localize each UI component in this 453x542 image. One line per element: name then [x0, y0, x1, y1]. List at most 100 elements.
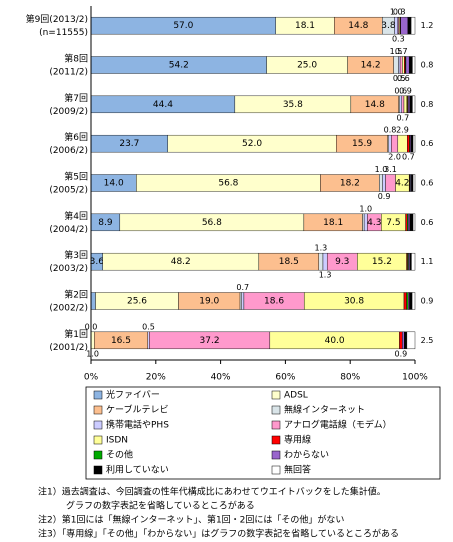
data-label: 1.0: [375, 165, 388, 174]
legend-swatch: [271, 450, 281, 460]
bar-segment: [409, 292, 413, 310]
data-label: 25.6: [127, 297, 147, 307]
data-label: 1.3: [315, 244, 328, 253]
data-label: 56.8: [202, 218, 222, 228]
legend-swatch: [271, 405, 281, 415]
bar-segment: [399, 56, 403, 74]
bar-segment: [412, 95, 416, 114]
data-label: 3.8: [381, 21, 396, 31]
note: 注2）第1回には「無線インターネット」、第1回・2回には「その他」がない: [38, 514, 344, 526]
bar-segment: [239, 292, 242, 310]
bar-segment: [409, 95, 413, 114]
data-label: 18.6: [264, 297, 284, 307]
bar-segment: [412, 56, 416, 74]
legend-swatch: [93, 390, 103, 400]
bar-segment: [403, 95, 408, 114]
data-label: 0.3: [392, 35, 405, 44]
data-label: 1.5: [390, 47, 403, 56]
legend-label: 携帯電話やPHS: [106, 419, 169, 431]
bar-segment: [409, 252, 412, 271]
bar-segment: [362, 213, 365, 232]
category-label: (2011/2): [49, 68, 88, 78]
x-tick-label: 60%: [275, 373, 295, 383]
legend-box: [85, 386, 441, 480]
category-label: 第8回: [64, 53, 88, 65]
data-label: 7.5: [386, 218, 400, 228]
bar-segment: [399, 95, 402, 114]
category-label: 第7回: [64, 92, 88, 104]
data-label: 0.7: [236, 283, 249, 292]
x-tick-label: 80%: [340, 373, 360, 383]
bar-segment: [322, 252, 328, 271]
bar-segment: [410, 134, 414, 153]
category-label: 第1回: [64, 328, 88, 340]
data-label: 2.0: [388, 153, 401, 162]
data-label: 14.8: [348, 21, 368, 31]
bar-segment: [401, 95, 405, 114]
category-label: 第3回: [64, 249, 88, 261]
data-label: 0.7: [402, 153, 415, 162]
bar-segment: [407, 16, 412, 35]
data-label: 14.8: [365, 100, 385, 110]
data-label: 0.5: [142, 322, 155, 331]
category-label: (2001/2): [49, 343, 88, 353]
data-label: 2.5: [421, 336, 434, 345]
data-label: 25.0: [297, 61, 317, 71]
bar-segment: [409, 213, 414, 232]
data-label: 23.7: [119, 139, 139, 149]
category-label: (2003/2): [49, 264, 88, 274]
legend-label: 無回答: [284, 464, 311, 476]
data-label: 0.6: [421, 139, 434, 148]
legend-swatch: [93, 465, 103, 475]
data-label: 1.3: [319, 271, 332, 280]
data-label: 54.2: [169, 61, 189, 71]
x-tick-label: 0%: [84, 373, 99, 383]
bar-segment: [411, 252, 416, 271]
data-label: 0.7: [395, 47, 408, 56]
bar-segment: [407, 213, 411, 232]
bar-segment: [90, 292, 96, 310]
bar-segment: [385, 174, 396, 192]
legend-label: ADSL: [284, 391, 308, 401]
data-label: 3.1: [384, 165, 397, 174]
bar-segment: [402, 56, 405, 74]
bar-segment: [404, 331, 408, 350]
legend-label: 無線インターネット: [284, 404, 365, 416]
bar-segment: [405, 213, 408, 232]
data-label: 0.8: [421, 61, 434, 70]
category-label: 第6回: [64, 131, 88, 143]
data-label: 0.3: [393, 8, 406, 17]
category-label: 第4回: [64, 210, 88, 222]
data-label: 1.0: [86, 349, 99, 358]
data-label: 52.0: [242, 139, 262, 149]
data-label: 19.0: [199, 297, 219, 307]
bar-segment: [402, 331, 405, 350]
data-label: 0.9: [378, 192, 391, 201]
data-label: 14.2: [361, 61, 381, 71]
data-label: 0.7: [396, 113, 409, 122]
data-label: 44.4: [153, 100, 173, 110]
data-label: 0.6: [421, 218, 434, 227]
data-label: 0.9: [421, 297, 434, 306]
x-tick-label: 20%: [146, 373, 166, 383]
category-label: (n=11555): [39, 28, 88, 38]
data-label: 2.9: [396, 126, 409, 135]
bar-segment: [412, 134, 416, 153]
note: 注1）過去調査は、今回調査の性年代構成比にあわせてウエイトバックをした集計値。: [38, 486, 386, 498]
data-label: 40.0: [325, 336, 345, 346]
bar-segment: [405, 56, 410, 74]
bar-segment: [397, 134, 408, 153]
data-label: 37.2: [200, 336, 220, 346]
data-label: 18.1: [323, 218, 343, 228]
bar-segment: [398, 56, 401, 74]
data-label: 16.5: [111, 336, 131, 346]
legend-label: 専用線: [284, 434, 311, 446]
bar-segment: [379, 174, 383, 192]
bar-segment: [399, 331, 403, 350]
bar-segment: [241, 292, 245, 310]
bar-segment: [407, 134, 410, 153]
data-label: 18.5: [279, 257, 299, 267]
legend-swatch: [93, 405, 103, 415]
legend-swatch: [93, 435, 103, 445]
